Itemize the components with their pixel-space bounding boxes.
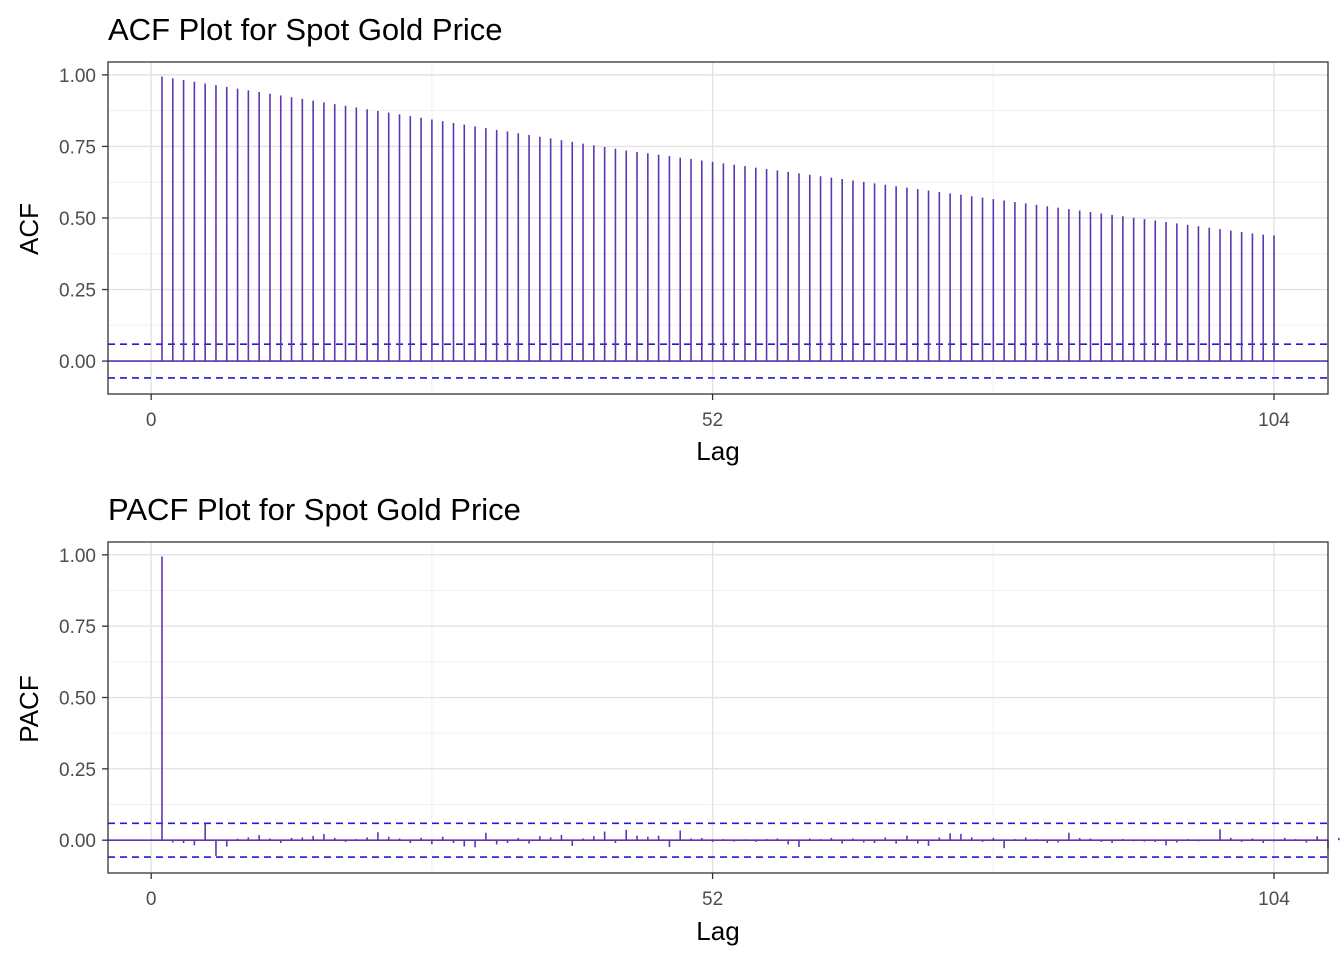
pacf-y-tick-label: 0.50 [59, 689, 96, 710]
pacf-y-axis: 0.00 0.25 0.50 0.75 1.00 [59, 546, 108, 852]
pacf-x-axis: 0 52 104 [146, 873, 1290, 910]
acf-title: ACF Plot for Spot Gold Price [108, 12, 503, 47]
acf-x-tick-label: 104 [1258, 410, 1290, 431]
acf-x-tick-label: 0 [146, 410, 157, 431]
acf-panel-border [107, 61, 1329, 395]
pacf-x-tick-label: 0 [146, 889, 157, 910]
acf-y-tick-label: 0.50 [59, 209, 96, 230]
acf-y-axis: 0.00 0.25 0.50 0.75 1.00 [59, 66, 108, 373]
pacf-y-tick-label: 0.00 [59, 831, 96, 852]
acf-x-axis: 0 52 104 [146, 394, 1290, 431]
acf-y-tick-label: 0.75 [59, 137, 96, 158]
pacf-y-tick-label: 0.25 [59, 760, 96, 781]
acf-panel: ACF Plot for Spot Gold Price 0.00 0.25 0… [14, 12, 1329, 466]
acf-y-tick-label: 1.00 [59, 66, 96, 87]
pacf-x-axis-title: Lag [696, 916, 739, 946]
pacf-x-tick-label: 104 [1258, 889, 1290, 910]
pacf-title: PACF Plot for Spot Gold Price [108, 492, 521, 527]
acf-spikes [161, 76, 1275, 362]
pacf-panel: PACF Plot for Spot Gold Price 0.00 0.25 … [14, 492, 1340, 946]
pacf-y-tick-label: 0.75 [59, 617, 96, 638]
pacf-y-axis-title: PACF [14, 675, 44, 742]
pacf-spikes [161, 556, 1340, 856]
pacf-y-tick-label: 1.00 [59, 546, 96, 567]
pacf-panel-border [107, 541, 1329, 874]
acf-x-axis-title: Lag [696, 436, 739, 466]
acf-y-tick-label: 0.25 [59, 281, 96, 302]
acf-y-tick-label: 0.00 [59, 352, 96, 373]
acf-x-tick-label: 52 [702, 410, 723, 431]
pacf-x-tick-label: 52 [702, 889, 723, 910]
acf-y-axis-title: ACF [14, 203, 44, 255]
